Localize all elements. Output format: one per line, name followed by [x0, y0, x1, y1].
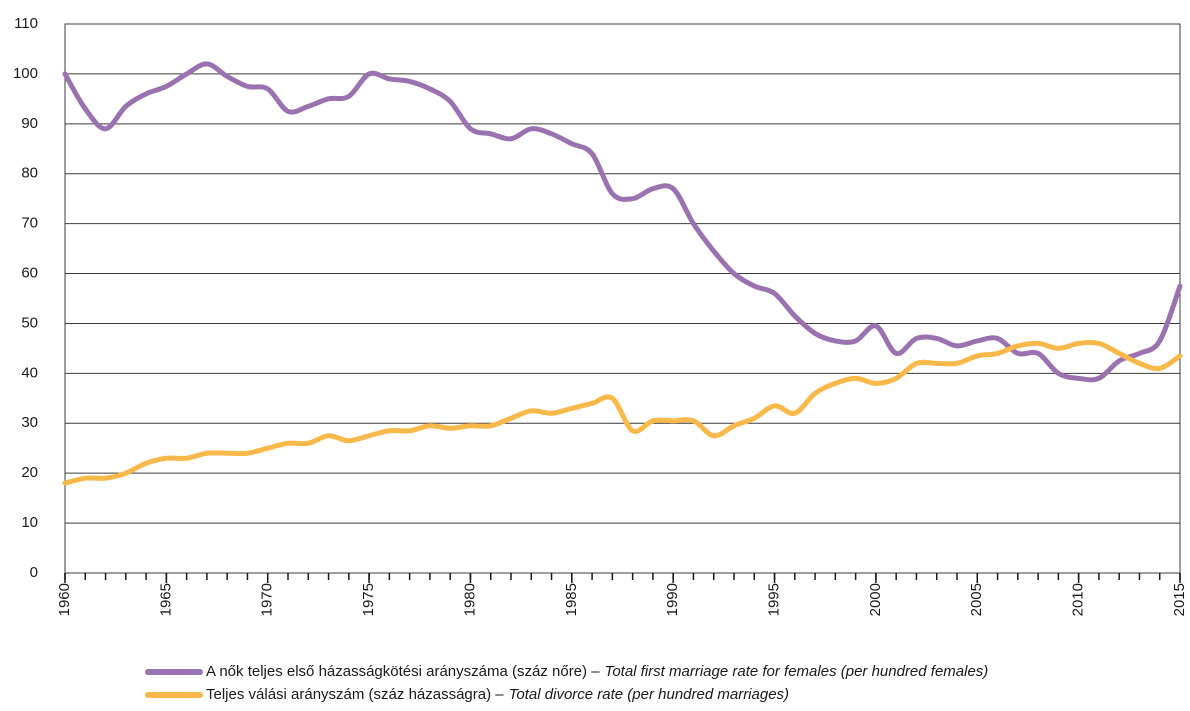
legend-name: Teljes válási arányszám (száz házasságra… — [206, 686, 504, 703]
y-tick-label: 110 — [14, 15, 38, 32]
y-tick-label: 70 — [21, 215, 38, 232]
legend-name: A nők teljes első házasságkötési aránysz… — [206, 663, 600, 680]
y-tick-label: 60 — [21, 265, 38, 282]
legend-label: A nők teljes első házasságkötési aránysz… — [206, 663, 988, 680]
y-tick-label: 20 — [21, 464, 38, 481]
y-tick-label: 50 — [21, 314, 38, 331]
y-tick-label: 30 — [21, 414, 38, 431]
plot-border — [64, 23, 1181, 574]
x-tick-label: 1995 — [766, 583, 783, 616]
x-tick-label: 1985 — [563, 583, 580, 616]
x-tick-label: 2015 — [1171, 583, 1188, 616]
legend-name-en: Total divorce rate (per hundred marriage… — [509, 686, 789, 703]
legend-label: Teljes válási arányszám (száz házasságra… — [206, 686, 789, 703]
x-tick-label: 1990 — [664, 583, 681, 616]
series-line — [62, 339, 1183, 486]
legend-name-en: Total first marriage rate for females (p… — [605, 663, 989, 680]
x-tick-label: 2010 — [1070, 583, 1087, 616]
x-tick-label: 1970 — [259, 583, 276, 616]
y-tick-label: 100 — [13, 65, 38, 82]
x-tick-label: 1960 — [56, 583, 73, 616]
x-tick-label: 1980 — [461, 583, 478, 616]
x-tick-label: 1975 — [360, 583, 377, 616]
x-tick-label: 2000 — [867, 583, 884, 616]
x-tick-label: 2005 — [968, 583, 985, 616]
series-line — [62, 61, 1183, 383]
y-tick-label: 0 — [30, 564, 38, 581]
x-tick-label: 1965 — [157, 583, 174, 616]
y-tick-label: 90 — [21, 115, 38, 132]
y-tick-label: 80 — [21, 165, 38, 182]
y-tick-label: 40 — [21, 364, 38, 381]
y-tick-label: 10 — [21, 514, 38, 531]
